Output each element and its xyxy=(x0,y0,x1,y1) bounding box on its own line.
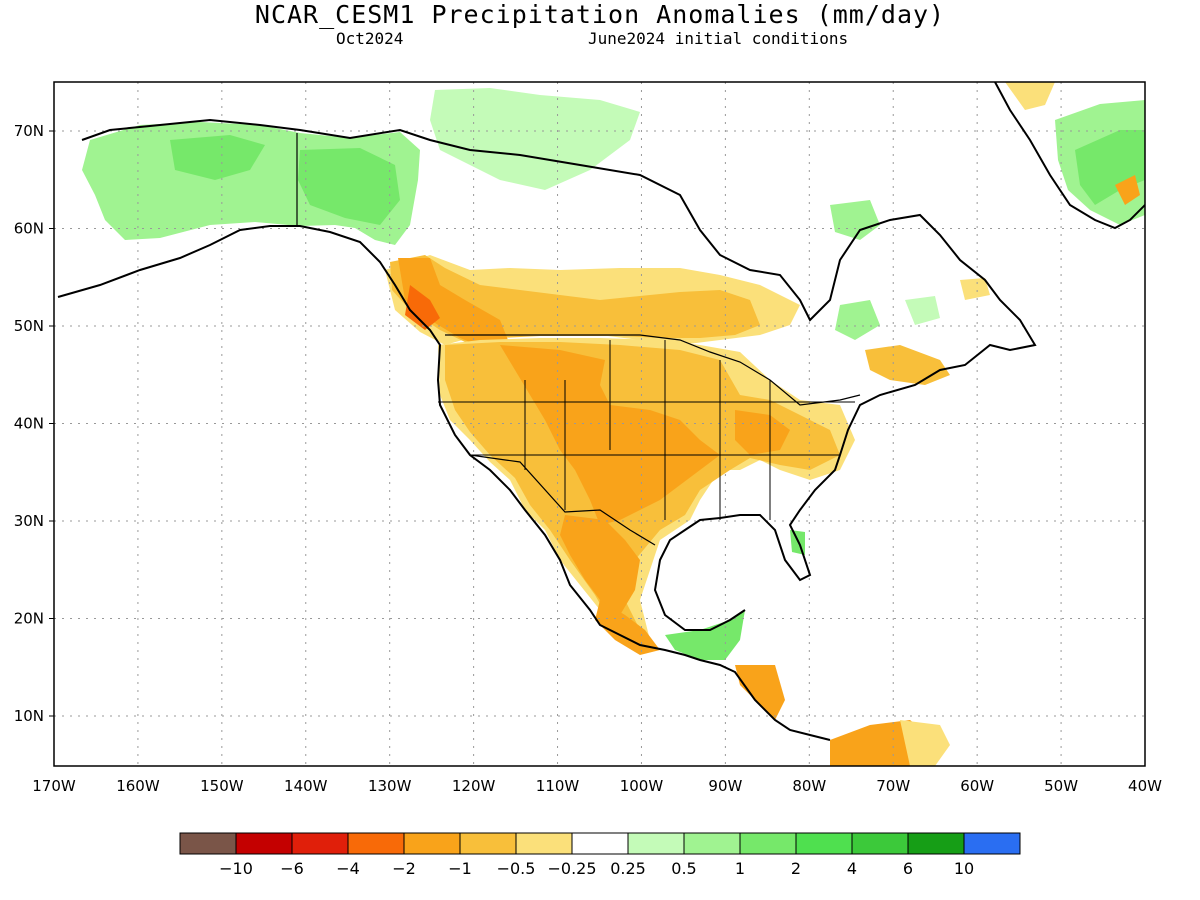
colorbar-label: 4 xyxy=(847,859,857,878)
lon-tick-label: 40W xyxy=(1128,777,1162,795)
colorbar xyxy=(179,832,1021,855)
dry-anomaly-greenland-north xyxy=(1005,82,1055,110)
colorbar-swatch xyxy=(627,832,685,855)
colorbar-labels: −10 −6 −4 −2 −1 −0.5 −0.25 0.25 0.5 1 2 4 6 10 xyxy=(219,859,974,878)
colorbar-swatch xyxy=(235,832,293,855)
colorbar-label: 0.25 xyxy=(610,859,646,878)
colorbar-swatch xyxy=(851,832,909,855)
lon-tick-label: 70W xyxy=(876,777,910,795)
lon-tick-label: 80W xyxy=(792,777,826,795)
dry-anomaly-east-canada xyxy=(960,278,990,300)
colorbar-swatch xyxy=(683,832,741,855)
dry-anomaly-bc-core xyxy=(398,258,510,350)
lat-tick-label: 70N xyxy=(14,122,44,140)
initial-conditions-label: June2024 initial conditions xyxy=(588,29,849,48)
dry-anomaly-ohio-valley xyxy=(735,410,790,455)
dry-anomaly-northeast xyxy=(865,345,950,385)
longitude-tick-labels: 170W 160W 150W 140W 130W 120W 110W 100W 90W 80W 70… xyxy=(32,777,1162,795)
colorbar-label: 1 xyxy=(735,859,745,878)
colorbar-swatch xyxy=(515,832,573,855)
lon-tick-label: 100W xyxy=(620,777,664,795)
lat-tick-label: 20N xyxy=(14,610,44,628)
coastline-arctic-canada xyxy=(81,118,1037,631)
lon-tick-label: 160W xyxy=(116,777,160,795)
colorbar-swatch xyxy=(963,832,1021,855)
dry-anomaly-mexico-south xyxy=(595,600,660,655)
colorbar-label: 2 xyxy=(791,859,801,878)
lon-tick-label: 170W xyxy=(32,777,76,795)
dry-anomaly-mexico xyxy=(560,515,640,615)
lon-tick-label: 150W xyxy=(200,777,244,795)
lat-tick-label: 50N xyxy=(14,317,44,335)
colorbar-label: −0.5 xyxy=(497,859,536,878)
colorbar-swatch xyxy=(291,832,349,855)
colorbar-label: −6 xyxy=(280,859,304,878)
colorbar-swatch xyxy=(571,832,629,855)
lat-tick-label: 40N xyxy=(14,415,44,433)
lon-tick-label: 140W xyxy=(284,777,328,795)
coastline-alaska xyxy=(57,225,831,741)
colorbar-swatch xyxy=(739,832,797,855)
dry-anomaly-greenland-south xyxy=(1115,175,1140,205)
colorbar-label: −2 xyxy=(392,859,416,878)
lon-tick-label: 50W xyxy=(1044,777,1078,795)
wet-anomaly-alaska-core xyxy=(170,135,265,180)
colorbar-swatch xyxy=(459,832,517,855)
latitude-tick-labels: 10N 20N 30N 40N 50N 60N 70N xyxy=(14,122,54,725)
colorbar-swatch xyxy=(403,832,461,855)
valid-month-label: Oct2024 xyxy=(336,29,404,48)
colorbar-label: 0.5 xyxy=(671,859,696,878)
states-grid xyxy=(438,340,855,520)
anomaly-field xyxy=(82,82,1145,766)
dry-anomaly-northwest-core xyxy=(405,285,440,330)
colorbar-label: −1 xyxy=(448,859,472,878)
lon-tick-label: 90W xyxy=(708,777,742,795)
lon-tick-label: 60W xyxy=(960,777,994,795)
wet-anomaly-yukon-core xyxy=(298,148,400,225)
lon-tick-label: 130W xyxy=(368,777,412,795)
wet-anomaly-labrador xyxy=(905,296,940,325)
lon-tick-label: 120W xyxy=(452,777,496,795)
colorbar-swatch xyxy=(347,832,405,855)
colorbar-label: 6 xyxy=(903,859,913,878)
wet-anomaly-quebec xyxy=(835,300,880,340)
colorbar-label: −0.25 xyxy=(547,859,596,878)
lat-tick-label: 10N xyxy=(14,707,44,725)
colorbar-label: 10 xyxy=(954,859,974,878)
colorbar-label: −4 xyxy=(336,859,360,878)
colorbar-label: −10 xyxy=(219,859,253,878)
dry-anomaly-central-america xyxy=(735,665,785,720)
wet-anomaly-hudson-east xyxy=(830,200,880,240)
lon-tick-label: 110W xyxy=(536,777,580,795)
lat-tick-label: 60N xyxy=(14,220,44,238)
border-us-mexico xyxy=(469,454,656,546)
lat-tick-label: 30N xyxy=(14,512,44,530)
colorbar-swatch xyxy=(907,832,965,855)
wet-anomaly-arctic-islands xyxy=(430,88,640,190)
dry-anomaly-south-america-weak xyxy=(900,720,950,766)
colorbar-swatch xyxy=(179,832,237,855)
coastline-greenland xyxy=(994,82,1145,230)
coastlines xyxy=(57,82,1145,741)
map-title: NCAR_CESM1 Precipitation Anomalies (mm/d… xyxy=(254,0,946,29)
gridlines xyxy=(54,82,1145,766)
colorbar-swatch xyxy=(795,832,853,855)
